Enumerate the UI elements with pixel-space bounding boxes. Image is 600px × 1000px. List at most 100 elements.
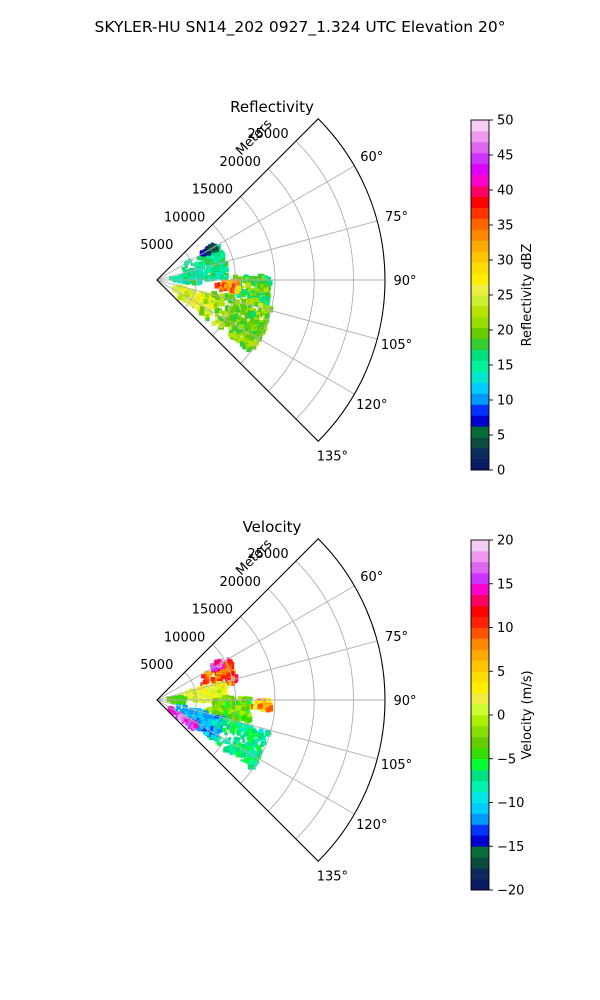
echo-pixel [179, 291, 183, 295]
echo-pixel [212, 666, 217, 671]
echo-pixel [219, 316, 224, 321]
echo-pixel [212, 698, 219, 704]
colorbar-swatch [471, 594, 489, 607]
echo-pixel [211, 726, 217, 733]
echo-pixel [254, 700, 259, 705]
echo-pixel [201, 257, 206, 263]
echo-pixel [252, 728, 257, 733]
echo-pixel [217, 708, 220, 711]
echo-pixel [224, 272, 229, 277]
echo-pixel [209, 273, 212, 276]
echo-pixel [211, 291, 216, 296]
echo-pixel [213, 695, 216, 699]
echo-pixel [238, 324, 245, 330]
echo-pixel [211, 267, 218, 273]
echo-pixel [238, 696, 243, 701]
echo-pixel [204, 249, 211, 256]
echo-pixel [217, 699, 223, 705]
echo-pixel [234, 307, 239, 311]
colorbar-swatch [471, 185, 489, 197]
echo-pixel [247, 712, 252, 718]
colorbar-swatch [471, 835, 489, 847]
echo-pixel [219, 288, 224, 293]
echo-pixel [205, 304, 210, 309]
echo-pixel [192, 726, 196, 730]
echo-pixel [227, 724, 233, 731]
echo-pixel [181, 276, 186, 281]
echo-pixel [217, 265, 221, 269]
colorbar-swatch [471, 879, 489, 891]
echo-pixel [264, 296, 271, 303]
echo-pixel [219, 704, 224, 709]
echo-pixel [211, 300, 214, 303]
echo-pixel [224, 293, 229, 297]
echo-pixel [189, 709, 195, 715]
echo-pixel [191, 724, 195, 728]
echo-pixel [200, 264, 205, 269]
echo-pixel [238, 309, 241, 313]
echo-pixel [223, 712, 228, 716]
echo-pixel [201, 291, 205, 296]
echo-pixel [249, 292, 253, 296]
echo-pixel [245, 301, 250, 306]
echo-pixel [252, 302, 256, 306]
echo-pixel [261, 284, 266, 289]
echo-pixel [252, 755, 255, 758]
echo-pixel [214, 309, 219, 314]
colorbar-swatch [471, 174, 489, 187]
echo-pixel [195, 296, 198, 299]
echo-pixel [177, 711, 180, 715]
echo-pixel [245, 710, 250, 716]
echo-pixel [207, 688, 212, 693]
echo-pixel [248, 347, 251, 350]
colorbar-swatch [471, 682, 489, 694]
echo-pixel [242, 311, 246, 316]
echo-pixel [260, 743, 264, 748]
echo-pixel [234, 736, 239, 741]
echo-pixel [219, 286, 223, 289]
echo-pixel [197, 691, 201, 695]
echo-pixel [175, 703, 182, 710]
echo-pixel [219, 282, 223, 286]
colorbar-swatch [471, 561, 489, 574]
echo-pixel [251, 318, 254, 321]
echo-pixel [214, 736, 220, 742]
echo-pixel [252, 705, 257, 710]
echo-pixel [200, 722, 204, 727]
echo-pixel [184, 694, 188, 698]
echo-pixel [265, 705, 269, 709]
echo-pixel [226, 674, 231, 680]
echo-pixel [243, 720, 246, 723]
echo-pixel [221, 310, 225, 315]
echo-pixel [210, 683, 216, 689]
grid-spoke [156, 165, 355, 281]
echo-pixel [241, 701, 247, 708]
angle-tick-label: 105° [381, 758, 412, 773]
echo-pixel [256, 325, 261, 330]
echo-pixel [265, 729, 269, 734]
echo-pixel [218, 681, 224, 686]
echo-pixel [211, 273, 216, 278]
echo-pixel [200, 717, 205, 722]
echo-pixel [243, 723, 248, 728]
echo-pixel [221, 286, 224, 289]
echo-pixel [205, 317, 210, 322]
echo-pixel [189, 720, 193, 725]
echo-pixel [247, 294, 252, 299]
echo-pixel [267, 280, 273, 286]
echo-pixel [235, 313, 238, 317]
echo-pixel [226, 281, 232, 287]
echo-pixel [249, 319, 254, 324]
colorbar-tick-label: 10 [497, 621, 514, 636]
echo-pixel [221, 304, 225, 307]
echo-pixel [264, 304, 268, 308]
echo-pixel [235, 705, 242, 711]
echo-pixel [231, 283, 237, 288]
echo-pixel [221, 280, 226, 285]
echo-pixel [184, 291, 191, 297]
echo-pixel [243, 274, 249, 280]
echo-pixel [212, 702, 215, 706]
figure-title: SKYLER-HU SN14_202 0927_1.324 UTC Elevat… [95, 18, 506, 37]
echo-pixel [245, 277, 249, 281]
colorbar-swatch [471, 671, 489, 683]
